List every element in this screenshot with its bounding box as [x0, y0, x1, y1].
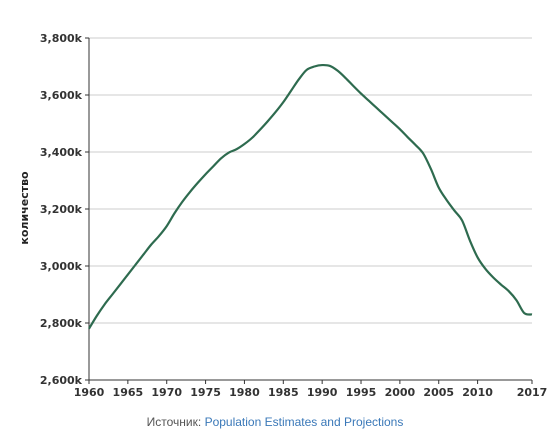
x-tick-label: 1985: [268, 386, 299, 399]
x-tick-label: 1960: [74, 386, 105, 399]
x-tick-label: 1990: [307, 386, 338, 399]
source-prefix: Источник:: [146, 415, 205, 429]
y-tick-label: 3,800k: [40, 32, 83, 45]
y-tick-label: 2,800k: [40, 317, 83, 330]
y-axis-label: количество: [18, 171, 31, 245]
source-link[interactable]: Population Estimates and Projections: [204, 415, 404, 429]
x-tick-label: 1975: [190, 386, 221, 399]
y-tick-label: 3,200k: [40, 203, 83, 216]
x-tick-label: 2005: [423, 386, 454, 399]
y-tick-label: 3,400k: [40, 146, 83, 159]
series-line: [88, 63, 533, 330]
x-tick-label: 1965: [113, 386, 144, 399]
grid-lines: [89, 37, 532, 324]
x-tick-label: 1980: [229, 386, 260, 399]
y-tick-label: 3,600k: [40, 89, 83, 102]
x-tick-label: 1970: [151, 386, 182, 399]
x-tick-label: 2000: [385, 386, 416, 399]
y-tick-label: 3,000k: [40, 260, 83, 273]
source-note: Источник: Population Estimates and Proje…: [0, 415, 550, 429]
y-tick-label: 2,600k: [40, 374, 83, 387]
x-axis-ticks: 1960 1965 1970 1975 1980 1985 1990 1995 2000 2005…: [74, 380, 548, 399]
x-tick-label: 1995: [346, 386, 377, 399]
line-chart: 2,600k 2,800k 3,000k 3,200k 3,400k 3,600k 3,80…: [18, 32, 548, 399]
x-tick-label: 2017: [517, 386, 548, 399]
x-tick-label: 2010: [462, 386, 493, 399]
y-axis-ticks: 2,600k 2,800k 3,000k 3,200k 3,400k 3,600k 3,80…: [40, 32, 89, 387]
